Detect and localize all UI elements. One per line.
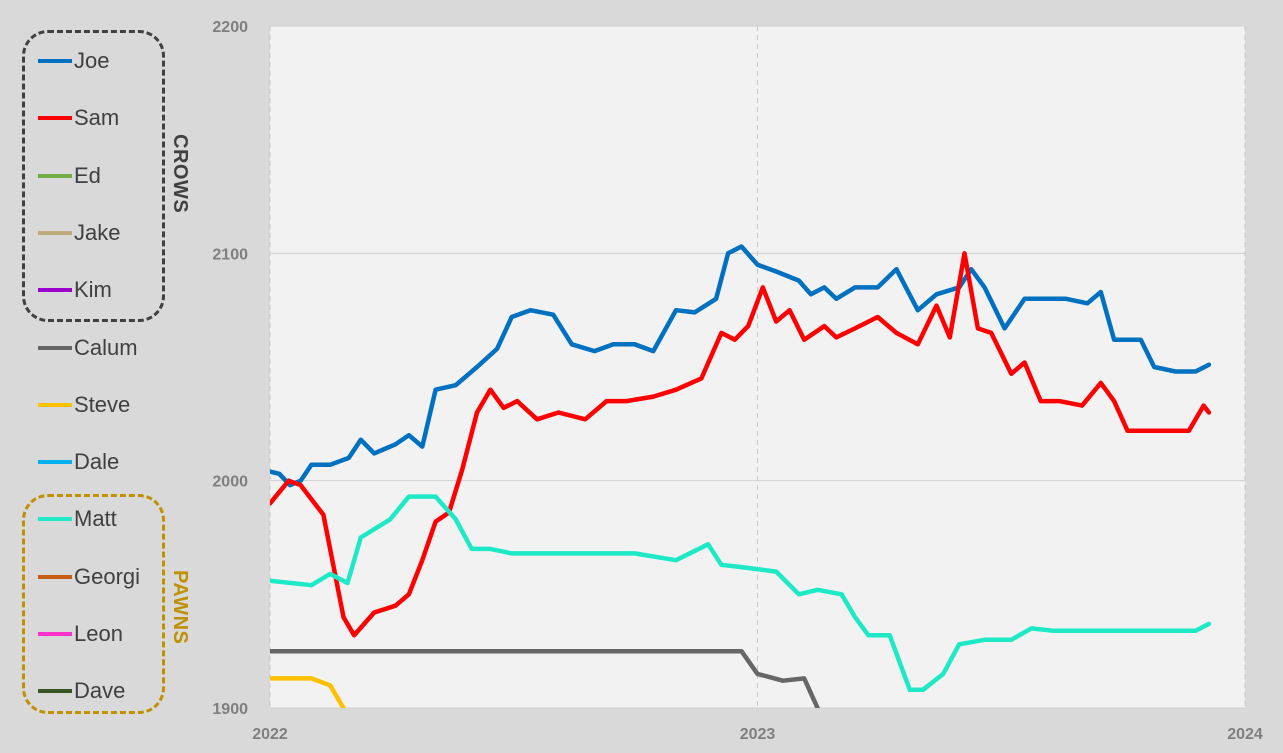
legend-item-georgi: Georgi [38, 562, 140, 592]
legend-label: Ed [74, 162, 101, 188]
legend-swatch [38, 517, 72, 522]
y-tick-label: 2100 [212, 246, 248, 263]
legend-label: Dave [74, 678, 126, 704]
legend-swatch [38, 288, 72, 293]
y-tick-label: 1900 [212, 701, 248, 718]
legend-item-sam: Sam [38, 103, 119, 133]
legend-group-crows-box [22, 30, 165, 322]
legend-group-pawns-box [22, 494, 165, 714]
legend-swatch [38, 632, 72, 636]
legend-group-crows-label: CROWS [169, 134, 191, 214]
legend-item-leon: Leon [38, 619, 123, 649]
legend-label: Kim [74, 277, 112, 303]
x-tick-label: 2024 [1227, 726, 1263, 743]
legend-item-steve: Steve [38, 390, 130, 420]
legend-swatch [38, 345, 72, 350]
series-line-sam [270, 251, 1212, 638]
legend-item-kim: Kim [38, 275, 112, 305]
legend-label: Steve [74, 391, 131, 417]
legend-item-joe: Joe [38, 46, 109, 76]
legend-label: Dale [74, 449, 120, 475]
legend-label: Georgi [74, 563, 141, 589]
legend-swatch [38, 574, 72, 579]
legend-label: Joe [74, 48, 110, 73]
legend-item-dave: Dave [38, 676, 125, 706]
y-tick-label: 2200 [212, 19, 248, 36]
legend-swatch [38, 230, 72, 235]
legend-item-dale: Dale [38, 447, 119, 477]
legend-item-jake: Jake [38, 218, 120, 248]
legend-group-pawns-label: PAWNS [169, 570, 191, 645]
legend-label: Jake [74, 219, 121, 245]
legend: CROWS PAWNS Joe Sam Ed Jake Kim Calum Steve Dal… [0, 0, 200, 753]
legend-label: Sam [74, 105, 120, 131]
legend-swatch [38, 116, 72, 121]
legend-label: Calum [74, 334, 138, 360]
y-tick-label: 2000 [212, 474, 248, 491]
legend-label: Leon [74, 621, 123, 646]
legend-swatch [38, 173, 72, 178]
series-line-calum [270, 648, 820, 708]
legend-swatch [38, 689, 72, 694]
legend-swatch [38, 402, 72, 407]
legend-item-calum: Calum [38, 333, 138, 363]
legend-label: Matt [74, 506, 117, 532]
legend-swatch [38, 460, 72, 465]
series-line-steve [270, 676, 346, 708]
x-tick-label: 2023 [740, 726, 776, 743]
legend-item-matt: Matt [38, 504, 117, 534]
series-line-joe [270, 244, 1212, 488]
series-line-matt [270, 494, 1212, 693]
legend-item-ed: Ed [38, 161, 101, 191]
legend-swatch [38, 59, 72, 63]
x-tick-label: 2022 [252, 726, 288, 743]
